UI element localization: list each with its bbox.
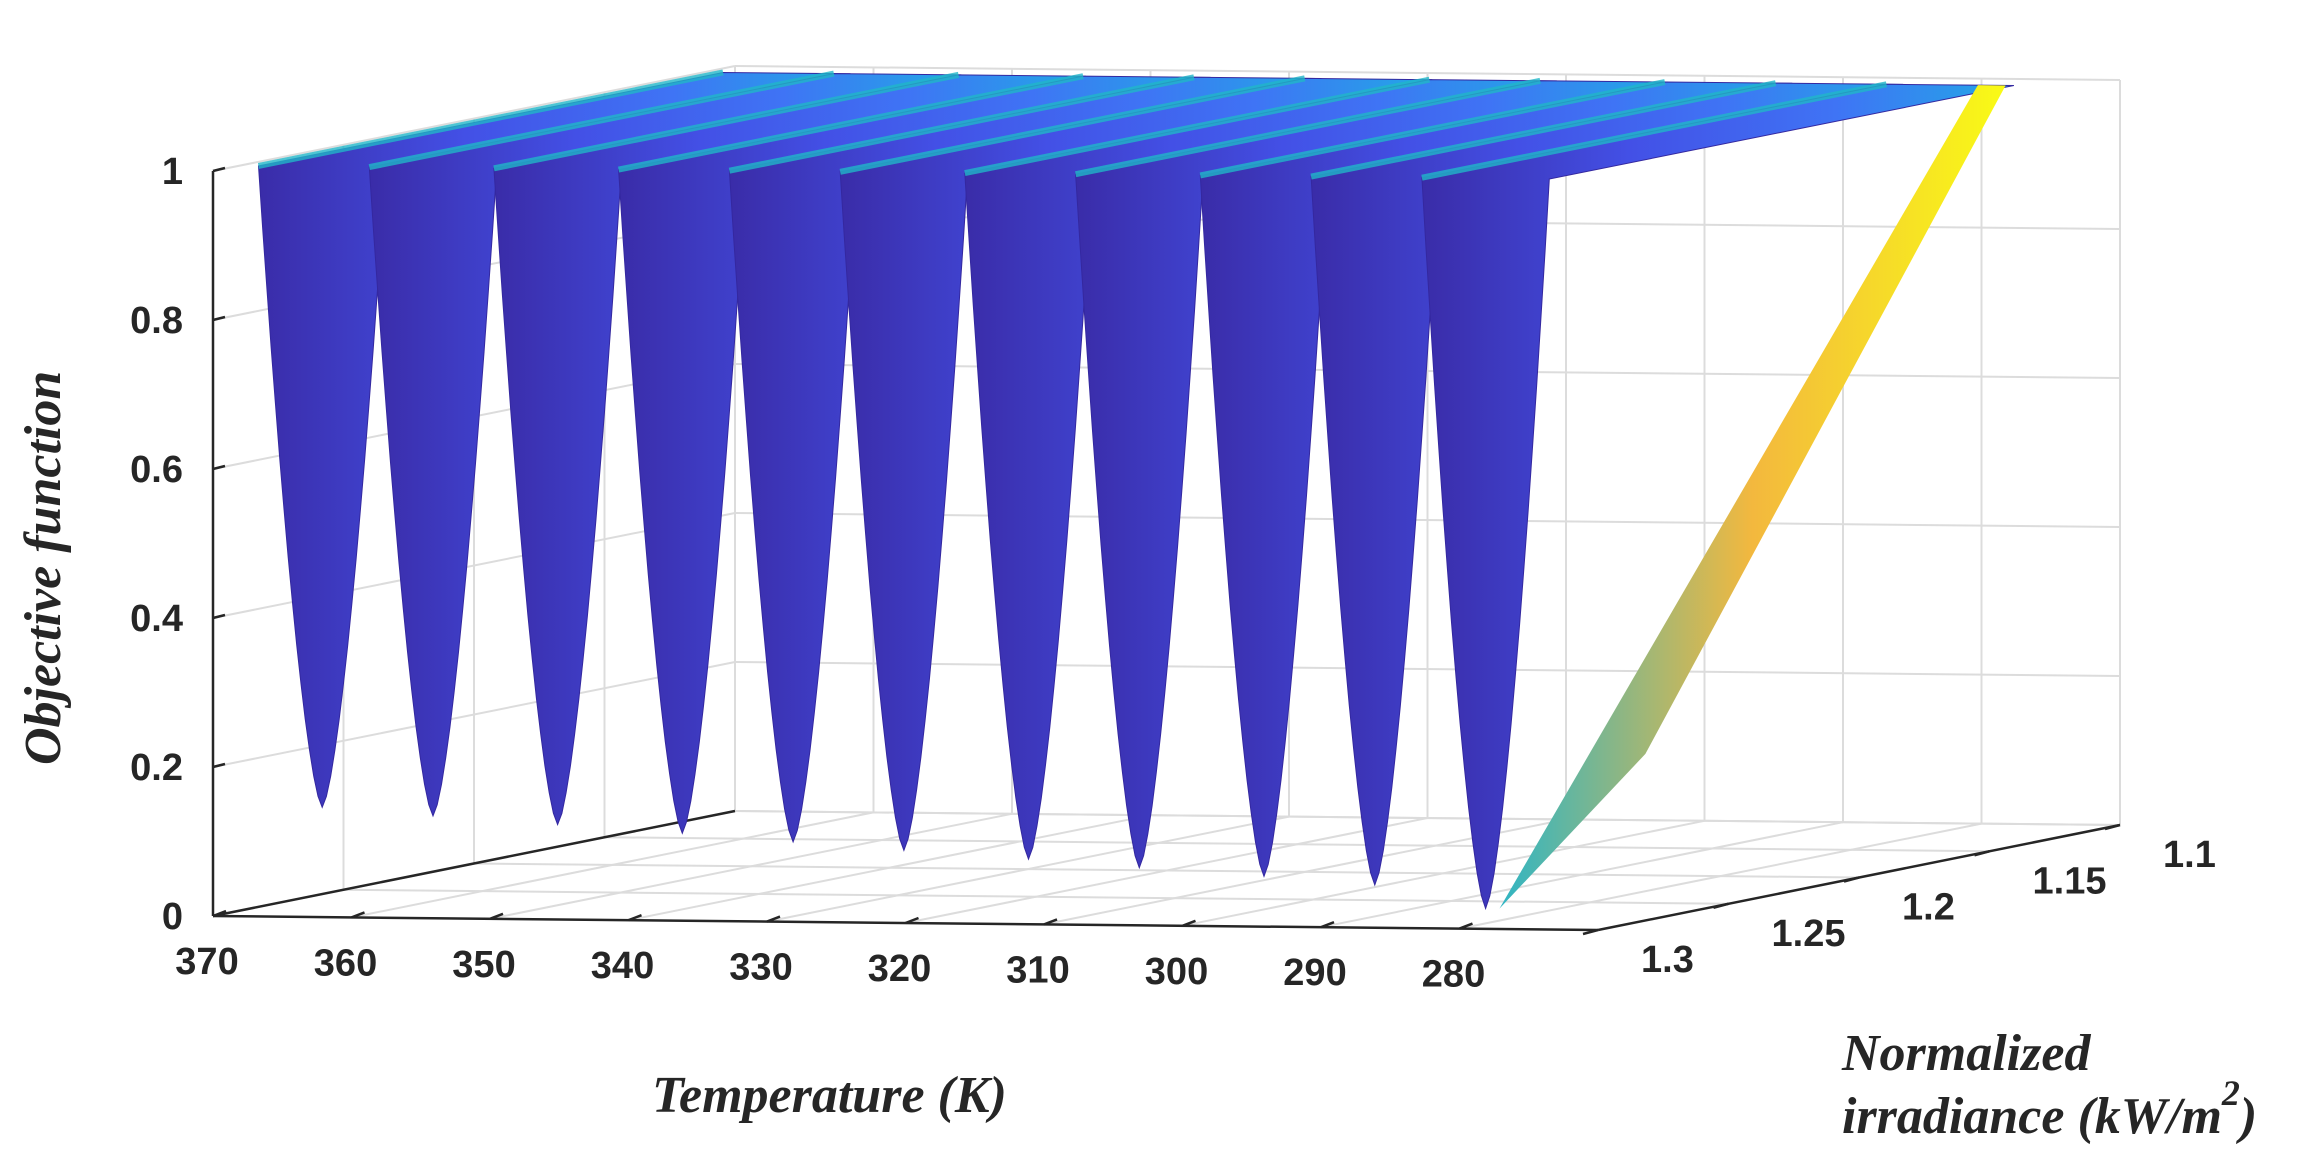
z-tick-mark [212,315,226,322]
ridge-highlight [728,74,1195,174]
valley-surface [618,75,1211,835]
x-tick-mark [628,914,642,922]
ridge-highlight [1310,80,1777,180]
y-axis-label-close: ) [2236,1088,2257,1145]
valley-surface [839,77,1433,852]
ridge-highlight [964,76,1431,177]
y-tick-mark [1974,850,1990,857]
z-tick-label: 0.2 [130,747,183,789]
z-axis-ticks: 0 0.2 0.4 0.6 0.8 1 [130,151,226,938]
z-tick-label: 0 [162,896,183,938]
y-tick-label: 1.3 [1641,939,1694,981]
z-tick-mark [212,762,226,769]
ridge-highlight [1075,77,1541,178]
valley-surface [493,74,1086,827]
z-tick-mark [212,166,226,173]
y-tick-mark [2104,823,2121,831]
x-tick-mark [351,911,365,919]
valley-surface [964,79,1557,861]
surface-end-wall [1499,85,2006,909]
ridge-highlight [617,73,1084,173]
x-tick-label: 350 [452,944,515,986]
ridge-highlight [257,69,724,169]
x-tick-mark [1182,919,1196,927]
surface-plot [257,69,2014,911]
valley-surface [728,76,1322,844]
valley-surface [1075,80,1668,870]
x-tick-label: 280 [1422,954,1485,996]
valley-surface [257,71,851,809]
x-tick-mark [1320,921,1335,929]
y-axis-label-line2: irradiance (kW/m2) [1842,1073,2257,1145]
z-tick-mark [212,613,226,620]
ridge-highlight [1199,79,1666,179]
valley-surface [1310,82,1904,887]
x-tick-label: 290 [1283,952,1346,994]
y-axis-label-line1: Normalized [1841,1025,2091,1082]
z-tick-label: 0.6 [130,449,183,491]
z-axis-label: Objective function [15,371,72,765]
x-tick-label: 340 [591,945,654,987]
ridge-highlight [493,71,960,172]
x-axis-ticks: 370 360 350 340 330 320 310 300 290 280 [175,909,1485,996]
z-tick-mark [212,464,226,471]
ridge-highlight [368,70,835,171]
y-tick-mark [1713,902,1729,909]
ridge-highlight [1421,81,1888,181]
y-tick-label: 1.25 [1772,913,1846,955]
x-tick-mark [212,909,227,918]
y-axis-ticks: 1.1 1.15 1.2 1.25 1.3 [1582,823,2216,981]
x-tick-mark [905,916,919,925]
y-axis-label-main: irradiance (kW/m [1842,1088,2222,1145]
z-tick-label: 0.4 [130,598,183,640]
x-tick-mark [1459,922,1473,930]
y-tick-mark [1843,876,1860,883]
valley-surface [1199,81,1793,878]
x-axis-label: Temperature (K) [652,1067,1007,1124]
x-tick-label: 360 [314,942,377,984]
valley-surface [368,73,962,818]
z-tick-label: 1 [162,151,183,193]
x-tick-label: 370 [175,941,238,983]
x-tick-label: 320 [868,948,931,990]
y-tick-label: 1.2 [1902,887,1955,929]
x-tick-mark [1043,918,1058,926]
x-tick-label: 330 [729,947,792,989]
y-tick-label: 1.1 [2163,834,2216,876]
x-tick-mark [489,912,504,920]
y-tick-label: 1.15 [2033,860,2107,902]
z-tick-label: 0.8 [130,300,183,342]
x-tick-label: 300 [1145,951,1208,993]
ridge-highlight [839,75,1306,175]
axes-box [211,65,2121,932]
x-tick-label: 310 [1006,949,1069,991]
y-tick-mark [1582,928,1599,936]
y-axis-label-superscript: 2 [2221,1073,2240,1113]
x-tick-mark [766,915,781,923]
